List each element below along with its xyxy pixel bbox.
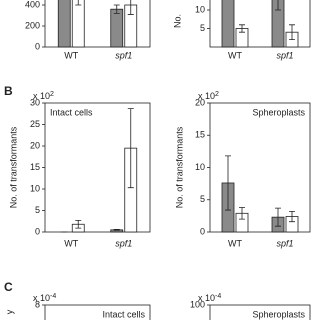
y-tick-label: 400 [25,0,40,9]
y-tick-label: 10 [195,4,205,14]
multiplier-exponent: 2 [50,91,54,98]
y-axis-label: y [4,309,14,314]
y-tick-label: 20 [195,97,205,107]
inset-title: Intact cells [102,309,145,319]
error-bar [113,229,120,231]
panel-label: C [4,280,13,294]
error-bar [239,207,245,220]
multiplier-base: x 10 [33,91,50,101]
y-axis-label: No. of transformants [174,126,184,208]
y-axis-label: No. of transformants [8,126,18,208]
y-tick-label: 10 [195,162,205,172]
panel-label: B [4,84,13,98]
axis-multiplier: x 10-4 [198,293,221,304]
y-tick-label: 100 [190,299,205,309]
bar [271,0,285,48]
y-tick-label: 25 [30,119,40,129]
y-tick-label: 20 [30,140,40,150]
error-bar [289,210,295,223]
plot-frame [44,304,151,320]
error-bar [75,219,82,229]
x-tick-label: spf1 [115,50,132,60]
error-bar [127,108,134,189]
x-tick-label: WT [64,238,78,248]
x-tick-label: spf1 [276,50,293,60]
inset-title: Spheroplasts [252,107,305,117]
plot-frame [209,304,311,320]
y-tick-label: 15 [30,162,40,172]
axis-multiplier: x 10-4 [33,293,56,304]
y-tick-label: 30 [30,97,40,107]
multiplier-base: x 10 [198,293,215,303]
y-tick-label: 5 [200,194,205,204]
y-tick-label: 0 [35,226,40,236]
x-tick-label: WT [228,238,242,248]
y-tick-label: 5 [200,23,205,33]
plot-frame [44,0,151,48]
x-tick-label: WT [64,50,78,60]
error-bar [289,24,295,40]
bar [221,0,235,48]
x-tick-label: spf1 [276,238,293,248]
inset-title: Intact cells [50,107,93,117]
axis-multiplier: x 102 [198,91,219,102]
y-tick-label: 10 [30,183,40,193]
axis-multiplier: x 102 [33,91,54,102]
y-tick-label: 0 [200,226,205,236]
inset-title: Spheroplasts [252,309,305,319]
multiplier-base: x 10 [33,293,50,303]
x-tick-label: WT [228,50,242,60]
x-tick-label: spf1 [115,238,132,248]
y-axis-label: No. [172,14,182,28]
y-tick-label: 200 [25,20,40,30]
multiplier-exponent: 2 [215,91,219,98]
error-bar [127,0,134,15]
error-bar [239,24,245,33]
multiplier-base: x 10 [198,91,215,101]
error-bar [113,4,120,14]
bar [110,8,124,48]
y-tick-label: 15 [195,130,205,140]
error-bar [275,207,281,227]
multiplier-exponent: -4 [215,293,221,300]
bar [57,0,71,48]
bar [71,0,85,48]
y-tick-label: 0 [35,41,40,51]
plot-frame [209,0,311,48]
error-bar [75,0,82,6]
error-bar [275,0,281,11]
error-bar [225,155,231,211]
multiplier-exponent: -4 [50,293,56,300]
y-tick-label: 8 [35,299,40,309]
y-tick-label: 5 [35,205,40,215]
